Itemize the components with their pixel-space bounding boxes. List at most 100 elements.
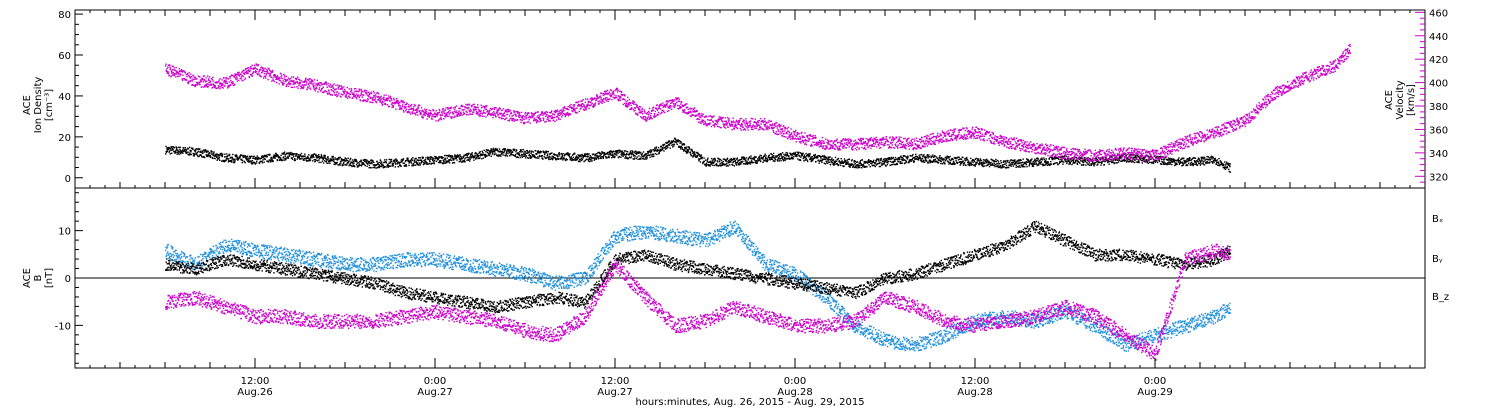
velocity-point bbox=[214, 87, 217, 89]
density-point bbox=[555, 158, 557, 160]
velocity-point bbox=[270, 70, 272, 72]
top-y2-tick-label: 440 bbox=[1429, 32, 1448, 43]
density-point bbox=[307, 155, 309, 158]
density-point bbox=[178, 151, 181, 153]
density-point bbox=[837, 158, 839, 161]
velocity-point bbox=[396, 98, 398, 100]
density-point bbox=[853, 166, 856, 169]
density-point bbox=[495, 147, 497, 150]
density-point bbox=[828, 156, 830, 158]
density-point bbox=[886, 159, 888, 162]
density-point bbox=[169, 153, 171, 155]
velocity-point bbox=[316, 79, 318, 82]
density-point bbox=[400, 165, 402, 167]
density-point bbox=[654, 147, 656, 149]
density-point bbox=[1200, 161, 1202, 164]
density-point bbox=[707, 163, 710, 166]
density-point bbox=[878, 165, 881, 168]
density-point bbox=[810, 156, 812, 158]
density-point bbox=[1015, 164, 1017, 166]
density-point bbox=[275, 154, 278, 157]
density-point bbox=[754, 155, 756, 158]
density-point bbox=[891, 161, 893, 163]
density-point bbox=[1123, 159, 1125, 161]
velocity-point bbox=[282, 80, 284, 82]
density-point bbox=[805, 152, 807, 155]
velocity-point bbox=[170, 76, 172, 78]
velocity-point bbox=[315, 87, 318, 90]
density-point bbox=[1228, 170, 1230, 173]
density-point bbox=[663, 150, 665, 152]
density-point bbox=[744, 157, 746, 160]
velocity-point bbox=[225, 76, 227, 79]
density-point bbox=[874, 162, 876, 165]
density-point bbox=[733, 157, 735, 160]
velocity-point bbox=[225, 80, 227, 82]
density-point bbox=[488, 154, 491, 157]
density-point bbox=[778, 153, 780, 156]
density-point bbox=[534, 150, 537, 152]
density-point bbox=[759, 157, 761, 159]
velocity-point bbox=[418, 110, 420, 113]
density-point bbox=[753, 159, 756, 161]
density-point bbox=[767, 159, 769, 162]
density-point bbox=[818, 162, 820, 164]
density-point bbox=[585, 154, 587, 156]
density-point bbox=[909, 158, 911, 161]
density-point bbox=[819, 159, 821, 161]
velocity-point bbox=[336, 88, 338, 90]
density-point bbox=[372, 166, 374, 169]
density-point bbox=[820, 160, 823, 162]
density-point bbox=[949, 155, 951, 158]
velocity-point bbox=[354, 95, 356, 97]
velocity-point bbox=[280, 74, 283, 76]
density-point bbox=[843, 161, 845, 163]
density-point bbox=[690, 153, 692, 155]
density-point bbox=[739, 162, 742, 164]
density-point bbox=[1224, 166, 1226, 168]
density-point bbox=[520, 149, 522, 151]
density-point bbox=[298, 156, 300, 158]
density-point bbox=[240, 154, 242, 156]
velocity-point bbox=[209, 80, 212, 83]
velocity-point bbox=[300, 87, 302, 90]
density-point bbox=[726, 157, 729, 159]
density-point bbox=[635, 152, 637, 154]
density-point bbox=[960, 158, 963, 160]
density-point bbox=[702, 162, 704, 165]
velocity-point bbox=[243, 69, 245, 71]
density-point bbox=[355, 159, 357, 161]
density-point bbox=[213, 151, 215, 153]
density-point bbox=[265, 154, 268, 157]
density-point bbox=[375, 167, 377, 169]
density-point bbox=[387, 164, 389, 166]
density-point bbox=[800, 156, 802, 158]
density-point bbox=[1018, 162, 1021, 164]
velocity-point bbox=[208, 82, 210, 84]
density-point bbox=[210, 153, 213, 155]
density-point bbox=[314, 160, 316, 162]
density-point bbox=[1126, 157, 1129, 159]
density-point bbox=[911, 158, 913, 161]
density-point bbox=[383, 161, 385, 163]
density-point bbox=[408, 164, 410, 167]
density-point bbox=[1131, 161, 1133, 163]
density-point bbox=[697, 158, 700, 160]
density-point bbox=[410, 159, 412, 161]
velocity-point bbox=[332, 87, 335, 89]
velocity-point bbox=[290, 82, 292, 85]
density-point bbox=[1029, 162, 1031, 165]
density-point bbox=[713, 162, 715, 164]
density-point bbox=[225, 159, 227, 161]
density-point bbox=[647, 154, 650, 156]
density-point bbox=[630, 156, 633, 158]
density-point bbox=[975, 157, 977, 160]
density-point bbox=[834, 163, 836, 165]
density-point bbox=[901, 162, 903, 164]
density-point bbox=[755, 162, 757, 164]
density-point bbox=[182, 152, 184, 154]
density-point bbox=[606, 153, 609, 155]
density-point bbox=[982, 161, 984, 163]
density-point bbox=[475, 152, 477, 155]
density-point bbox=[716, 164, 718, 167]
